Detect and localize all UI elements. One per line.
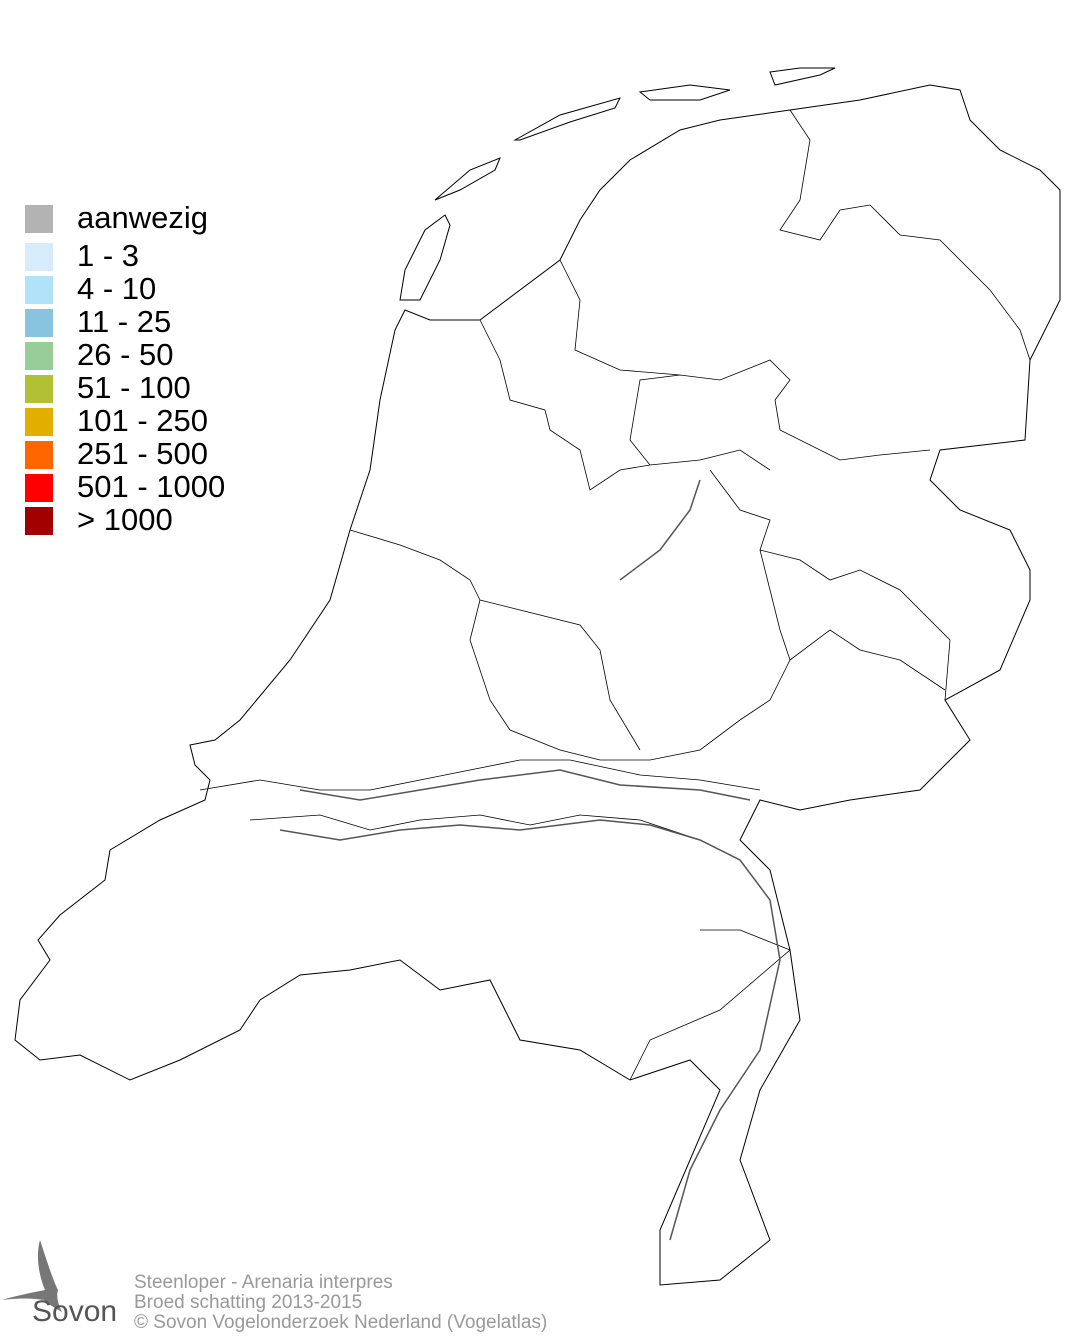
legend-label: 11 - 25 [77, 304, 172, 339]
legend-label: 1 - 3 [77, 238, 140, 273]
island-terschelling [513, 97, 621, 141]
legend-label: 101 - 250 [77, 403, 208, 438]
logo-text: Sovon [32, 1295, 118, 1328]
country-outline [14, 84, 1061, 1286]
legend-label: 4 - 10 [77, 271, 157, 306]
island-ameland [638, 84, 731, 101]
copyright: © Sovon Vogelonderzoek Nederland (Vogela… [134, 1312, 548, 1333]
legend-label: > 1000 [77, 502, 173, 537]
legend-swatch [25, 441, 53, 469]
province-boundaries [199, 109, 1031, 1081]
map-caption: Steenloper - Arenaria interpres Broed sc… [134, 1273, 547, 1333]
legend-swatch [25, 205, 53, 233]
legend-swatch [25, 243, 53, 271]
legend-label: aanwezig [77, 200, 208, 235]
rivers [279, 479, 781, 1241]
legend-label: 26 - 50 [77, 337, 174, 372]
legend-swatch [25, 507, 53, 535]
island-schiermonnikoog [769, 67, 836, 86]
legend-swatch [25, 375, 53, 403]
island-vlieland [434, 157, 501, 201]
legend-label: 51 - 100 [77, 370, 191, 405]
sovon-swallow-logo [2, 1240, 62, 1312]
legend-swatch [25, 474, 53, 502]
legend-swatch [25, 309, 53, 337]
legend-swatch [25, 408, 53, 436]
legend-label: 501 - 1000 [77, 469, 226, 504]
legend-swatch [25, 342, 53, 370]
island-texel [399, 214, 451, 301]
legend-swatch [25, 276, 53, 304]
survey-period: Broed schatting 2013-2015 [134, 1292, 363, 1313]
legend-label: 251 - 500 [77, 436, 208, 471]
species-name: Steenloper - Arenaria interpres [134, 1272, 393, 1293]
